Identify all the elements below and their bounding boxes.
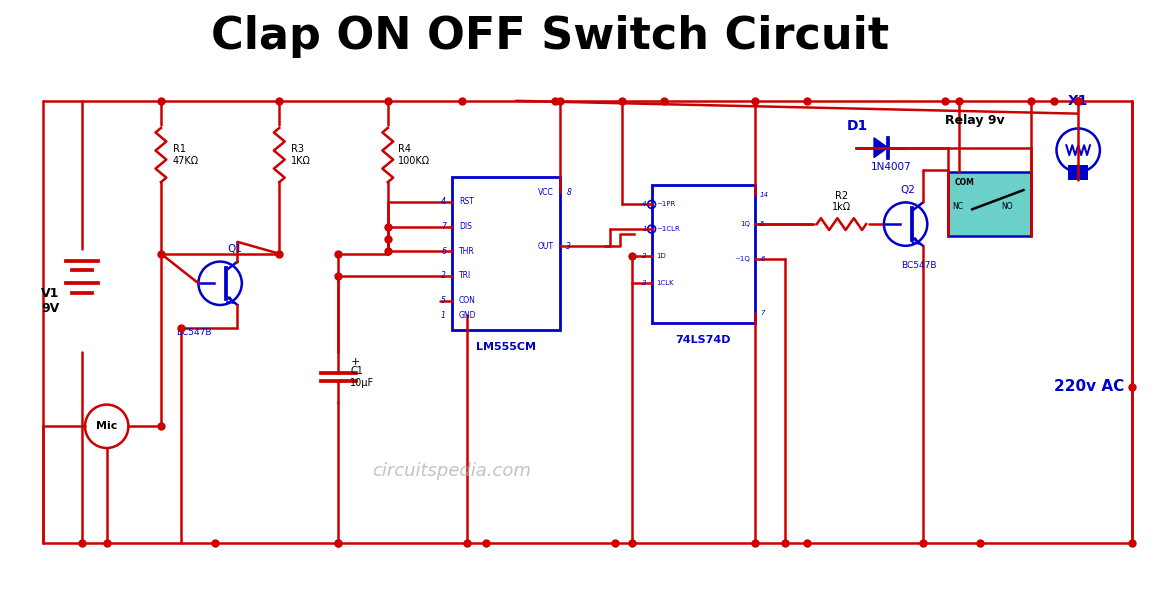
- Text: 5: 5: [441, 296, 446, 305]
- Text: R1
47KΩ: R1 47KΩ: [173, 144, 199, 166]
- Text: 3: 3: [567, 242, 572, 251]
- Text: BC547B: BC547B: [175, 328, 212, 337]
- Text: LM555CM: LM555CM: [476, 342, 536, 352]
- Text: 220v AC: 220v AC: [1055, 379, 1124, 395]
- Text: circuitspedia.com: circuitspedia.com: [373, 461, 532, 480]
- Text: VCC: VCC: [537, 187, 554, 196]
- Text: 1Q: 1Q: [741, 221, 750, 227]
- Bar: [652, 185, 755, 323]
- Text: 7: 7: [441, 222, 446, 231]
- Text: 1D: 1D: [656, 253, 667, 258]
- Text: 2: 2: [441, 271, 446, 280]
- Text: GND: GND: [459, 311, 476, 320]
- Text: Relay 9v: Relay 9v: [944, 114, 1004, 127]
- Bar: [452, 178, 561, 330]
- Text: 74LS74D: 74LS74D: [676, 334, 731, 345]
- Text: 8: 8: [567, 187, 572, 196]
- Text: 5: 5: [760, 221, 764, 227]
- Text: C1
10μF: C1 10μF: [350, 366, 374, 388]
- Text: D1: D1: [847, 119, 868, 133]
- Bar: [948, 172, 1031, 237]
- Text: 4: 4: [642, 201, 647, 207]
- Polygon shape: [874, 138, 888, 157]
- Text: OUT: OUT: [537, 242, 554, 251]
- Text: V1
9V: V1 9V: [41, 286, 60, 314]
- Text: ~1Q: ~1Q: [735, 255, 750, 261]
- Text: Clap ON OFF Switch Circuit: Clap ON OFF Switch Circuit: [212, 15, 889, 58]
- Text: 1CLK: 1CLK: [656, 280, 674, 286]
- Text: TRI: TRI: [459, 271, 472, 280]
- Text: 14: 14: [760, 192, 769, 198]
- Text: COM: COM: [955, 178, 974, 187]
- Text: R3
1KΩ: R3 1KΩ: [292, 144, 310, 166]
- Text: 4: 4: [441, 198, 446, 207]
- Text: 1: 1: [441, 311, 446, 320]
- Bar: [948, 172, 1031, 237]
- Text: +: +: [350, 357, 360, 367]
- Text: 7: 7: [760, 310, 764, 316]
- Text: NO: NO: [1001, 202, 1013, 211]
- Text: THR: THR: [459, 247, 475, 256]
- Bar: [1068, 165, 1088, 180]
- Text: 2: 2: [642, 253, 647, 258]
- Text: 6: 6: [760, 255, 764, 261]
- Text: Q1: Q1: [227, 244, 242, 254]
- Text: 3: 3: [642, 280, 647, 286]
- Text: 1: 1: [642, 226, 647, 232]
- Text: DIS: DIS: [459, 222, 472, 231]
- Text: 6: 6: [441, 247, 446, 256]
- Text: 1N4007: 1N4007: [871, 162, 911, 173]
- Text: ~1PR: ~1PR: [656, 201, 676, 207]
- Text: BC547B: BC547B: [901, 261, 936, 270]
- Text: CON: CON: [459, 296, 475, 305]
- Text: Mic: Mic: [96, 421, 118, 431]
- Text: R4
100KΩ: R4 100KΩ: [397, 144, 429, 166]
- Text: RST: RST: [459, 198, 474, 207]
- Text: X1: X1: [1068, 94, 1089, 108]
- Text: Q2: Q2: [901, 185, 916, 195]
- Text: R2
1kΩ: R2 1kΩ: [831, 191, 851, 212]
- Text: NC: NC: [953, 202, 963, 211]
- Text: ~1CLR: ~1CLR: [656, 226, 680, 232]
